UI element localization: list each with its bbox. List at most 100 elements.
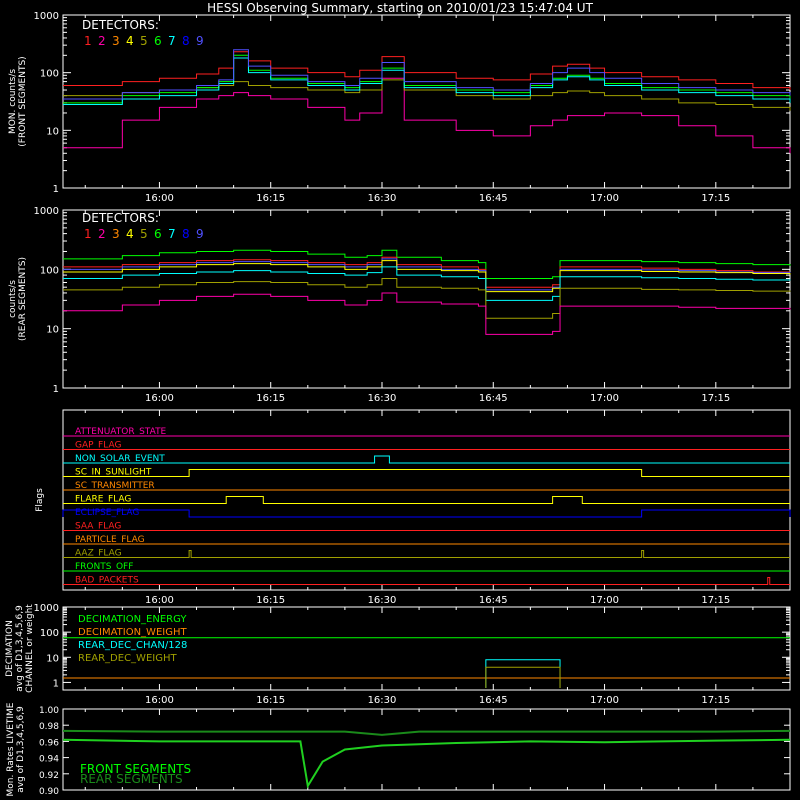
x-tick-label: 16:30 — [368, 393, 397, 404]
y-tick-label: 0.92 — [39, 771, 59, 781]
x-tick-label: 16:15 — [256, 193, 285, 204]
x-tick-label: 16:30 — [368, 695, 397, 706]
x-tick-label: 16:45 — [479, 193, 508, 204]
legend-detector-9: 9 — [196, 227, 204, 241]
legend-detector-6: 6 — [154, 34, 162, 48]
y-tick-label: 10 — [46, 325, 59, 336]
y-tick-label: 100 — [40, 265, 59, 276]
x-tick-label: 16:15 — [256, 393, 285, 404]
y-axis-label: Flags — [35, 488, 45, 512]
series-line — [63, 249, 791, 280]
x-tick-label: 17:15 — [701, 595, 730, 606]
flag-label: SC_TRANSMITTER — [75, 481, 155, 491]
x-tick-label: 16:45 — [479, 695, 508, 706]
y-tick-label: 1.00 — [39, 706, 59, 716]
x-tick-label: 16:45 — [479, 595, 508, 606]
legend-detector-2: 2 — [98, 227, 106, 241]
x-tick-label: 17:15 — [701, 393, 730, 404]
y-tick-label: 0.98 — [39, 722, 59, 732]
legend-detector-5: 5 — [140, 227, 148, 241]
y-axis-label: counts/s(REAR SEGMENTS) — [8, 257, 28, 341]
x-tick-label: 16:00 — [145, 595, 174, 606]
flag-label: ATTENUATOR_STATE — [75, 427, 167, 437]
legend-detector-4: 4 — [126, 34, 134, 48]
legend-entry: REAR SEGMENTS — [80, 772, 183, 786]
legend-detector-8: 8 — [182, 227, 190, 241]
x-tick-label: 16:00 — [145, 193, 174, 204]
flag-line — [62, 509, 791, 518]
y-tick-label: 1000 — [34, 206, 59, 217]
series-line — [63, 49, 791, 100]
flag-line — [63, 455, 790, 464]
flag-line — [63, 577, 790, 585]
x-tick-label: 16:15 — [256, 695, 285, 706]
x-tick-label: 17:15 — [701, 695, 730, 706]
flag-label: BAD_PACKETS — [75, 576, 139, 586]
legend-title: DETECTORS: — [82, 211, 159, 225]
panel-frame — [62, 708, 791, 791]
livetime-panel: Mon. Rates LIVETIMEavg of D1,3,4,5,6,9 0.… — [6, 702, 791, 797]
series-line — [63, 51, 791, 91]
legend-entry: DECIMATION_WEIGHT — [78, 627, 187, 638]
x-tick-label: 17:00 — [590, 695, 619, 706]
series-line — [62, 729, 791, 736]
y-tick-label: 0.96 — [39, 738, 59, 748]
legend-detector-6: 6 — [154, 227, 162, 241]
legend-detector-2: 2 — [98, 34, 106, 48]
panel-frame — [62, 409, 791, 591]
legend-entry: FRONT SEGMENTS — [80, 762, 191, 776]
legend-title: DETECTORS: — [82, 18, 159, 32]
x-tick-label: 16:45 — [479, 393, 508, 404]
y-axis-label: DECIMATIONavg of D1,3,4,5,6,9CHANNEL or … — [5, 604, 35, 693]
flag-label: SC_IN_SUNLIGHT — [75, 468, 152, 478]
series-line — [63, 256, 790, 288]
y-axis-label: Mon. Rates LIVETIMEavg of D1,3,4,5,6,9 — [6, 702, 26, 796]
flag-line — [63, 496, 790, 504]
y-tick-label: 1000 — [34, 603, 59, 614]
legend-detector-4: 4 — [126, 227, 134, 241]
series-line — [63, 77, 791, 154]
rear-segments-panel: 1 10 100 1000 16:00 16:15 16:30 16:45 17:00 17:15… — [8, 206, 791, 404]
legend-detector-1: 1 — [84, 34, 92, 48]
x-tick-label: 17:00 — [590, 595, 619, 606]
y-tick-label: 100 — [40, 628, 59, 639]
flag-label: AAZ_FLAG — [75, 549, 122, 559]
flag-label: PARTICLE_FLAG — [75, 535, 145, 545]
decimation-panel: 1 10 100 1000 16:00 16:15 16:30 16:45 17:00 17:15… — [5, 603, 791, 706]
series-line — [485, 666, 561, 689]
page-title: HESSI Observing Summary, starting on 201… — [207, 1, 593, 15]
legend-detector-5: 5 — [140, 34, 148, 48]
flag-label: GAP_FLAG — [75, 441, 121, 451]
series-line — [63, 292, 791, 335]
y-tick-label: 10 — [46, 126, 59, 137]
legend-entry: REAR_DEC_CHAN/128 — [78, 640, 187, 651]
x-tick-label: 16:00 — [145, 393, 174, 404]
y-tick-label: 100 — [40, 69, 59, 80]
x-tick-label: 16:15 — [256, 595, 285, 606]
y-axis-label: MON. counts/s(FRONT SEGMENTS) — [8, 56, 28, 146]
x-tick-label: 17:15 — [701, 193, 730, 204]
legend-detector-9: 9 — [196, 34, 204, 48]
y-tick-label: 0.94 — [39, 755, 59, 765]
series-line — [63, 266, 791, 301]
legend-detector-3: 3 — [112, 227, 120, 241]
legend-entry: DECIMATION_ENERGY — [78, 614, 187, 625]
flag-label: SAA_FLAG — [75, 522, 121, 532]
y-tick-label: 1000 — [34, 11, 59, 22]
series-line — [63, 258, 791, 291]
x-tick-label: 17:00 — [590, 193, 619, 204]
legend-detector-7: 7 — [168, 34, 176, 48]
flag-line — [63, 469, 790, 477]
series-line — [63, 278, 791, 319]
x-tick-label: 16:30 — [368, 595, 397, 606]
y-tick-label: 1 — [53, 384, 59, 395]
flag-label: NON_SOLAR_EVENT — [75, 454, 165, 464]
panel-frame — [62, 606, 791, 691]
x-tick-label: 16:30 — [368, 193, 397, 204]
series-line — [485, 659, 561, 689]
front-segments-panel: 1 10 100 1000 16:00 16:15 16:30 16:45 17:00 17:15… — [8, 11, 791, 204]
x-tick-label: 17:00 — [590, 393, 619, 404]
flag-line — [63, 550, 790, 558]
y-tick-label: 0.90 — [39, 787, 59, 797]
